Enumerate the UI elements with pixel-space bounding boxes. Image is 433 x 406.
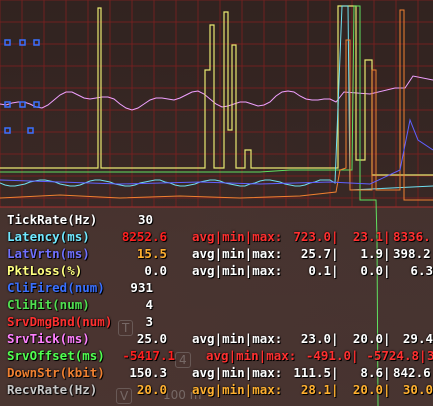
stat-label: TickRate(Hz) [7, 212, 98, 227]
stat-label: SrvTick(ms) [7, 331, 90, 346]
graph-lines [0, 5, 433, 406]
stat-sep: | [331, 365, 339, 380]
stat-max: 3 [427, 348, 433, 363]
stat-value: 4 [145, 297, 153, 312]
clifired-marker [27, 127, 34, 134]
stat-sep: | [383, 229, 391, 244]
clifired-marker [33, 101, 40, 108]
stat-value: 30 [137, 212, 153, 227]
stat-sep: | [351, 348, 359, 363]
hud-range: 100 m [163, 388, 202, 402]
stat-value: 25.0 [136, 331, 167, 346]
stat-sep: | [331, 229, 339, 244]
stat-value: 0.0 [144, 263, 167, 278]
stat-sep: | [331, 246, 339, 261]
stat-max: 8336. [393, 229, 431, 244]
pktloss-trace [0, 5, 433, 176]
stat-max: 29.4 [402, 331, 433, 346]
stat-avg-min-max-label: avg|min|max: [192, 246, 283, 261]
stat-avg: 28.1 [300, 382, 331, 397]
stat-label: LatVrtn(ms) [7, 246, 90, 261]
stat-label: DownStr(kbit) [7, 365, 105, 380]
stat-value: 8252.6 [121, 229, 167, 244]
stat-sep: | [383, 246, 391, 261]
stat-min: -5724.8 [366, 348, 419, 363]
stat-avg: 25.7 [300, 246, 331, 261]
green-trace [0, 5, 379, 406]
stat-value: 15.5 [136, 246, 167, 261]
clifired-marker [19, 101, 26, 108]
stat-max: 30.0 [402, 382, 433, 397]
stat-value: 20.0 [136, 382, 167, 397]
stat-row-downstr: DownStr(kbit) 150.3 avg|min|max: 111.5 |… [7, 364, 431, 381]
clifired-marker [4, 101, 11, 108]
stat-label: Latency(ms) [7, 229, 90, 244]
stat-value: 931 [130, 280, 153, 295]
stat-sep: | [331, 331, 339, 346]
stat-min: 20.0 [352, 382, 383, 397]
stat-min: 20.0 [352, 331, 383, 346]
stat-row-recvrate: RecvRate(Hz) 20.0 avg|min|max: 28.1 | 20… [7, 381, 433, 398]
stat-max: 842.6 [393, 365, 431, 380]
stat-avg: 111.5 [293, 365, 331, 380]
stat-sep: | [383, 365, 391, 380]
stat-min: 0.0 [360, 263, 383, 278]
stat-avg-min-max-label: avg|min|max: [192, 365, 283, 380]
clifired-marker [33, 39, 40, 46]
stat-row-clihit: CliHit(num) 4 [7, 296, 153, 313]
hud-key-4: 4 [175, 352, 191, 368]
stat-sep: | [383, 382, 391, 397]
stat-avg-min-max-label: avg|min|max: [192, 263, 283, 278]
stat-label: SrvDmgBnd(num) [7, 314, 113, 329]
stat-sep: | [331, 263, 339, 278]
stat-max: 398.2 [393, 246, 431, 261]
stat-max: 6.3 [410, 263, 433, 278]
stat-min: 8.6 [360, 365, 383, 380]
stat-row-latency: Latency(ms) 8252.6 avg|min|max: 723.0 | … [7, 228, 431, 245]
stat-value: 150.3 [129, 365, 167, 380]
cyan-trace [0, 5, 433, 191]
stat-min: 23.1 [352, 229, 383, 244]
stat-row-pktloss: PktLoss(%) 0.0 avg|min|max: 0.1 | 0.0 | … [7, 262, 433, 279]
stat-label: PktLoss(%) [7, 263, 83, 278]
latency-trace [0, 75, 433, 111]
stat-avg-min-max-label: avg|min|max: [206, 348, 297, 363]
stat-row-clifired: CliFired(num) 931 [7, 279, 153, 296]
stat-min: 1.9 [360, 246, 383, 261]
stat-value: 3 [145, 314, 153, 329]
stat-sep: | [383, 331, 391, 346]
hud-key-v: V [116, 388, 133, 404]
stat-sep: | [383, 263, 391, 278]
stat-row-tickrate: TickRate(Hz) 30 [7, 211, 153, 228]
stat-avg: -491.0 [305, 348, 351, 363]
blue-trace [0, 118, 433, 185]
stat-sep: | [419, 348, 427, 363]
clifired-marker [4, 39, 11, 46]
stat-sep: | [331, 382, 339, 397]
stat-avg-min-max-label: avg|min|max: [192, 331, 283, 346]
stat-value: -5417.1 [122, 348, 175, 363]
hud-key-t: T [118, 320, 134, 336]
stat-avg-min-max-label: avg|min|max: [192, 382, 283, 397]
stat-avg: 723.0 [293, 229, 331, 244]
stat-row-srvoffset: SrvOffset(ms) -5417.1 avg|min|max: -491.… [7, 347, 433, 364]
clifired-marker [4, 127, 11, 134]
stat-avg-min-max-label: avg|min|max: [192, 229, 283, 244]
stat-label: SrvOffset(ms) [7, 348, 105, 363]
stat-label: CliFired(num) [7, 280, 105, 295]
clifired-marker [19, 39, 26, 46]
stat-label: CliHit(num) [7, 297, 90, 312]
stat-label: RecvRate(Hz) [7, 382, 98, 397]
downstream-trace [0, 9, 433, 201]
stat-row-srvtick: SrvTick(ms) 25.0 avg|min|max: 23.0 | 20.… [7, 330, 433, 347]
stat-avg: 23.0 [300, 331, 331, 346]
stat-avg: 0.1 [308, 263, 331, 278]
stat-row-latvrtn: LatVrtn(ms) 15.5 avg|min|max: 25.7 | 1.9… [7, 245, 431, 262]
stat-row-srvdmgbnd: SrvDmgBnd(num) 3 [7, 313, 153, 330]
